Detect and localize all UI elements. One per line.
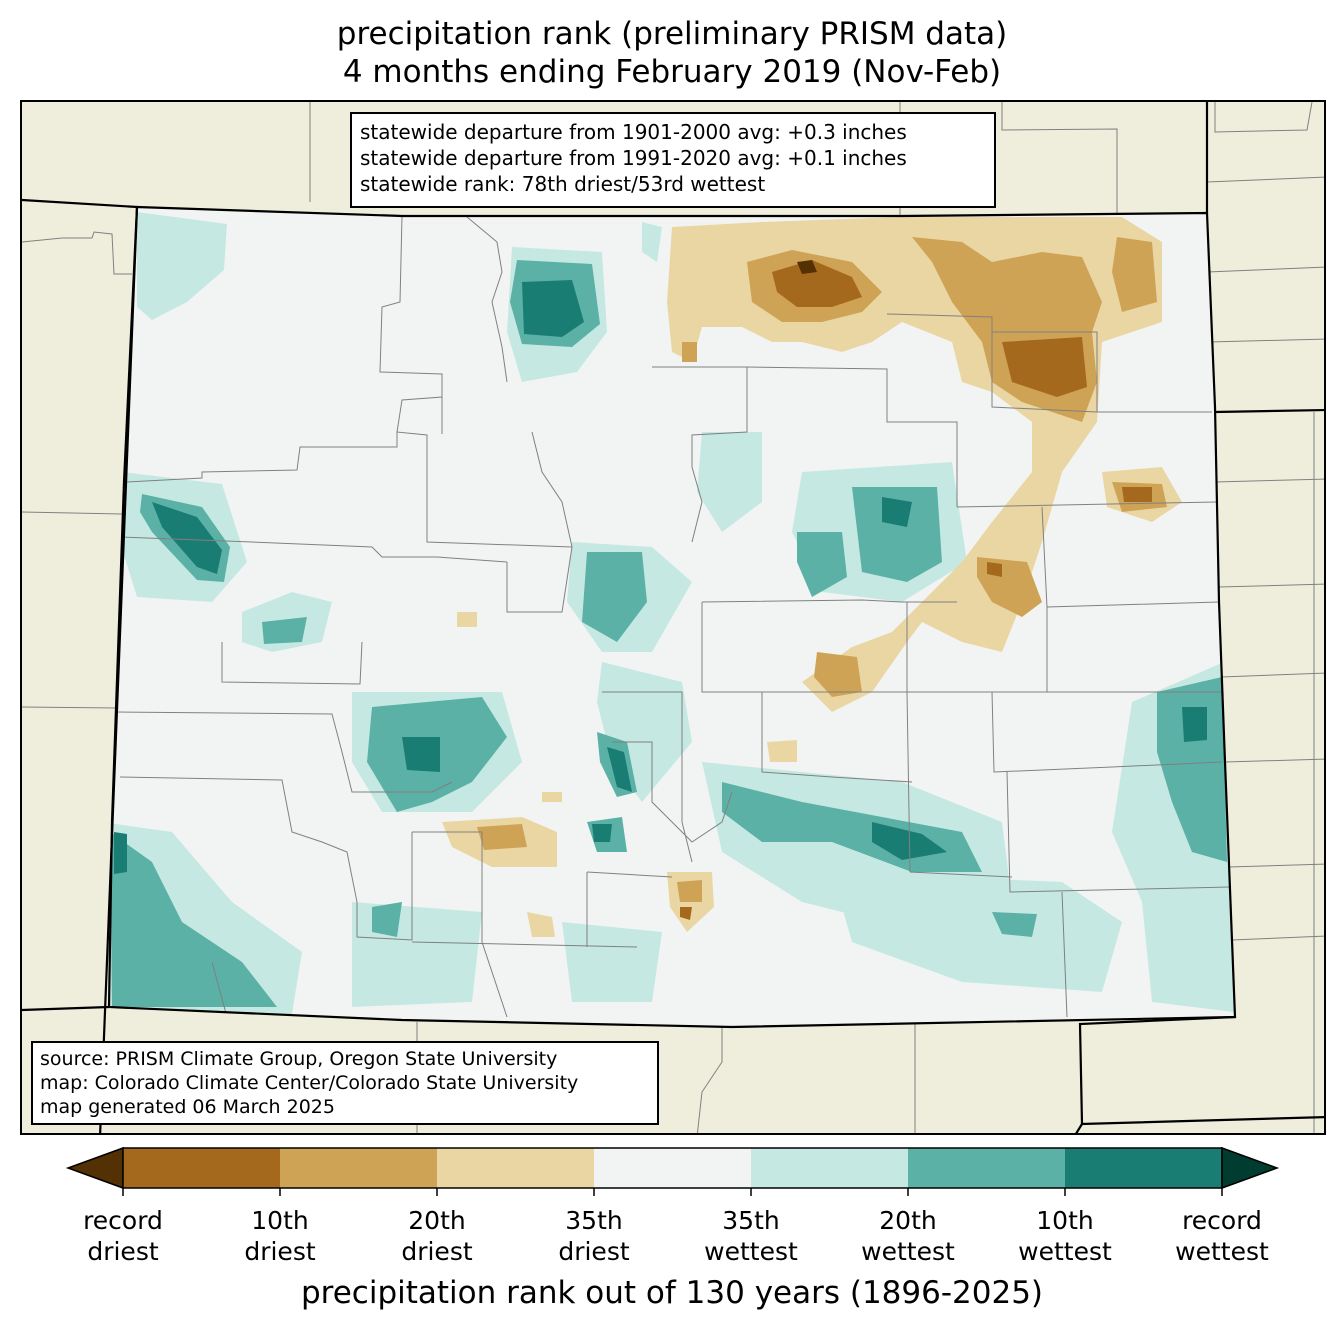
precip-wet-10 — [114, 280, 1207, 874]
source-line-1: source: PRISM Climate Group, Oregon Stat… — [40, 1048, 558, 1070]
colorbar — [65, 1146, 1280, 1196]
map-frame — [20, 100, 1326, 1135]
colorbar-wettest-10 — [1065, 1148, 1222, 1188]
colorbar-wettest-20 — [908, 1148, 1065, 1188]
precip-record-driest — [797, 260, 817, 274]
source-box: source: PRISM Climate Group, Oregon Stat… — [31, 1041, 659, 1125]
colorbar-tick-20th-wettest: 20th wettest — [861, 1206, 955, 1266]
colorbar-wettest-35 — [751, 1148, 908, 1188]
colorbar-tick-10th-driest: 10th driest — [244, 1206, 316, 1266]
source-line-3: map generated 06 March 2025 — [40, 1096, 335, 1118]
colorbar-driest-35 — [437, 1148, 594, 1188]
stats-line-1: statewide departure from 1901-2000 avg: … — [360, 120, 907, 144]
colorbar-axis-label: precipitation rank out of 130 years (189… — [300, 1275, 1044, 1311]
colorbar-ticks — [122, 1188, 1223, 1196]
colorado-map — [22, 102, 1324, 1133]
colorbar-outline — [122, 1147, 1223, 1189]
stats-line-2: statewide departure from 1991-2020 avg: … — [360, 146, 907, 170]
statewide-stats-box: statewide departure from 1901-2000 avg: … — [350, 112, 996, 208]
map-title-line-2: 4 months ending February 2019 (Nov-Feb) — [342, 54, 1002, 90]
colorbar-normal — [594, 1148, 751, 1188]
precip-dry-10 — [680, 260, 1152, 920]
colorbar-tick-record-wettest: record wettest — [1175, 1206, 1269, 1266]
colorbar-tick-20th-driest: 20th driest — [401, 1206, 473, 1266]
source-line-2: map: Colorado Climate Center/Colorado St… — [40, 1072, 579, 1094]
colorbar-driest-20 — [280, 1148, 437, 1188]
county-borders — [116, 215, 1233, 1018]
stats-line-3: statewide rank: 78th driest/53rd wettest — [360, 172, 766, 196]
colorbar-tick-10th-wettest: 10th wettest — [1018, 1206, 1112, 1266]
neighbor-borders — [22, 102, 1324, 1133]
colorbar-tick-record-driest: record driest — [83, 1206, 163, 1266]
colorbar-tick-35th-wettest: 35th wettest — [704, 1206, 798, 1266]
colorbar-record-wettest — [1221, 1146, 1280, 1190]
map-title-line-1: precipitation rank (preliminary PRISM da… — [336, 16, 1008, 52]
colorbar-tick-35th-driest: 35th driest — [558, 1206, 630, 1266]
colorbar-driest-10 — [123, 1148, 280, 1188]
state-borders — [22, 102, 1324, 1133]
colorbar-record-driest — [65, 1146, 124, 1190]
